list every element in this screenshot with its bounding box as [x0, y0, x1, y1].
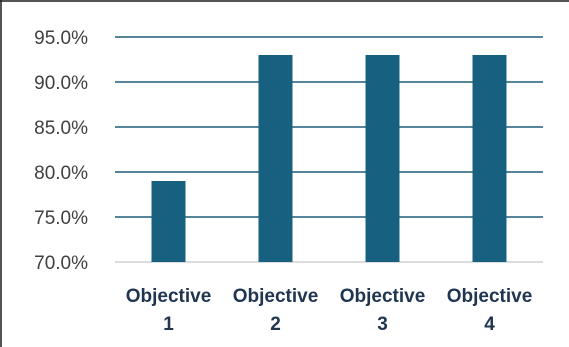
y-tick-label: 85.0%	[34, 118, 88, 139]
x-category-label: Objective 3	[340, 286, 426, 335]
bars	[151, 55, 507, 262]
y-axis-tick-labels: 70.0% 75.0% 80.0% 85.0% 90.0% 95.0%	[34, 28, 88, 274]
bar-3	[365, 55, 400, 262]
y-tick-label: 80.0%	[34, 163, 88, 184]
x-category-label: Objective 2	[233, 286, 319, 335]
y-tick-label: 75.0%	[34, 208, 88, 229]
y-tick-label: 95.0%	[34, 28, 88, 49]
x-category-label: Objective 4	[447, 286, 533, 335]
x-category-label: Objective 1	[126, 286, 212, 335]
bar-4	[472, 55, 507, 262]
y-tick-label: 70.0%	[34, 253, 88, 274]
gridlines	[115, 36, 543, 263]
x-axis-category-labels: Objective 1 Objective 2 Objective 3 Objective 4	[126, 286, 533, 335]
bar-1	[151, 181, 186, 262]
y-tick-label: 90.0%	[34, 73, 88, 94]
bar-2	[258, 55, 293, 262]
